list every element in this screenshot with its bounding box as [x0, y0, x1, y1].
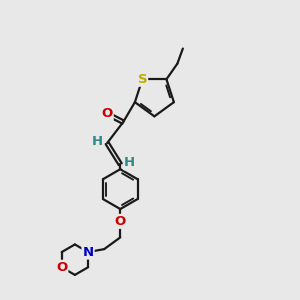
Text: O: O — [115, 215, 126, 228]
Text: S: S — [137, 73, 147, 86]
Text: H: H — [124, 156, 135, 169]
Text: O: O — [101, 107, 113, 120]
Text: O: O — [56, 261, 67, 274]
Text: H: H — [92, 135, 103, 148]
Text: N: N — [82, 246, 94, 259]
